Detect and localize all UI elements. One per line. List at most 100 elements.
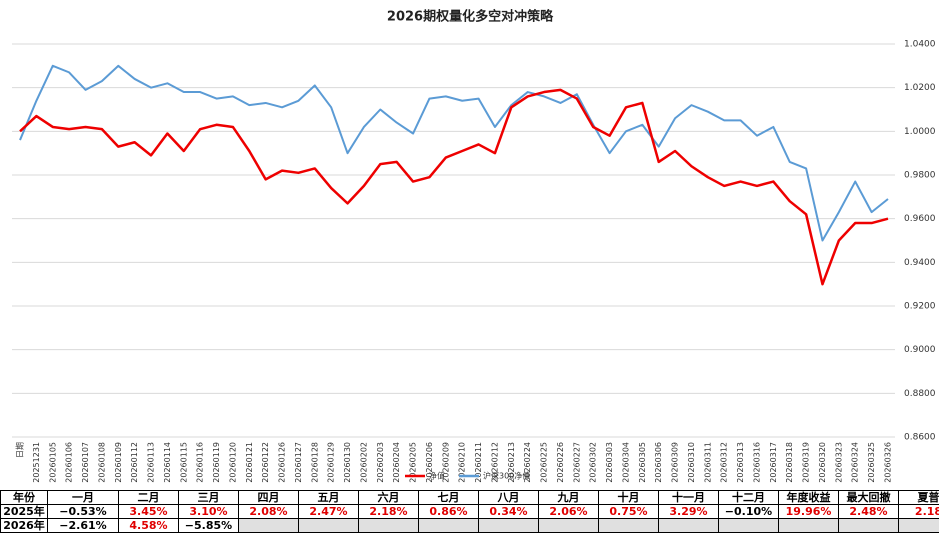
empty-cell <box>358 518 419 533</box>
table-cell: 2.08% <box>238 504 299 519</box>
header-cell: 三月 <box>178 490 239 505</box>
y-tick-label: 1.0200 <box>904 83 936 93</box>
table-cell: 4.58% <box>118 518 179 533</box>
x-tick-label: 20260303 <box>605 442 614 483</box>
empty-cell <box>718 518 779 533</box>
chart-title: 2026期权量化多空对冲策略 <box>387 9 554 25</box>
empty-cell <box>898 518 939 533</box>
x-tick-label: 20260213 <box>507 442 516 483</box>
x-tick-label: 20260105 <box>48 442 57 483</box>
table-cell: 0.34% <box>478 504 539 519</box>
header-cell: 年份 <box>0 490 48 505</box>
x-tick-label: 20260114 <box>163 442 172 483</box>
x-tick-label: 20260106 <box>65 442 74 483</box>
x-tick-label: 20260304 <box>621 442 630 483</box>
table-cell: 2025年 <box>0 504 48 519</box>
table-cell: 2.18% <box>358 504 419 519</box>
x-tick-label: 20260313 <box>736 442 745 483</box>
header-cell: 夏普 <box>898 490 939 505</box>
x-tick-label: 20260319 <box>802 442 811 483</box>
x-tick-label: 20251231 <box>32 442 41 483</box>
empty-cell <box>238 518 299 533</box>
empty-cell <box>838 518 899 533</box>
header-cell: 最大回撤 <box>838 490 899 505</box>
x-tick-label: 20260128 <box>310 442 319 483</box>
x-tick-label: 20260302 <box>589 442 598 483</box>
header-cell: 四月 <box>238 490 299 505</box>
x-tick-label: 20260108 <box>97 442 106 483</box>
x-tick-label: 20260116 <box>196 442 205 483</box>
x-tick-label: 20260129 <box>327 442 336 483</box>
x-tick-label: 20260210 <box>458 442 467 483</box>
line-series <box>19 88 889 286</box>
x-tick-label: 20260107 <box>81 442 90 483</box>
table-cell: −0.10% <box>718 504 779 519</box>
header-cell: 十二月 <box>718 490 779 505</box>
empty-cell <box>658 518 719 533</box>
x-tick-label: 20260120 <box>228 442 237 483</box>
header-cell: 八月 <box>478 490 539 505</box>
header-cell: 九月 <box>538 490 599 505</box>
legend-label: 净值 <box>429 471 445 481</box>
x-tick-label: 20260310 <box>687 442 696 483</box>
x-tick-label: 20260112 <box>130 442 139 483</box>
x-tick-label: 20260119 <box>212 442 221 483</box>
table-cell: 2026年 <box>0 518 48 533</box>
y-tick-label: 0.8800 <box>904 389 936 399</box>
x-tick-label: 20260205 <box>409 442 418 483</box>
x-tick-label: 20260203 <box>376 442 385 483</box>
x-tick-label: 20260324 <box>851 442 860 483</box>
header-cell: 年度收益 <box>778 490 839 505</box>
empty-cell <box>298 518 359 533</box>
x-tick-label: 20260202 <box>359 442 368 483</box>
table-cell: 3.45% <box>118 504 179 519</box>
table-cell: 19.96% <box>778 504 839 519</box>
x-tick-label: 20260316 <box>752 442 761 483</box>
x-tick-label: 20260115 <box>179 442 188 483</box>
x-tick-label: 20260130 <box>343 442 352 483</box>
header-cell: 十月 <box>598 490 659 505</box>
header-cell: 二月 <box>118 490 179 505</box>
returns-table: 年份 一月 二月 三月 四月 五月 六月 七月 八月 九月 十月 十一月 十二月 年度收益 最大回撤 夏普 20… <box>0 490 939 533</box>
empty-cell <box>778 518 839 533</box>
x-tick-label: 20260225 <box>540 442 549 483</box>
header-row: 年份 一月 二月 三月 四月 五月 六月 七月 八月 九月 十月 十一月 十二月 年度收益 最大回撤 夏普 <box>0 490 939 505</box>
x-tick-label: 日期 <box>16 442 25 458</box>
x-tick-label: 20260311 <box>703 442 712 483</box>
table-cell: 2.48% <box>838 504 899 519</box>
empty-cell <box>478 518 539 533</box>
x-tick-label: 20260325 <box>867 442 876 483</box>
table-cell: −2.61% <box>47 518 119 533</box>
header-cell: 五月 <box>298 490 359 505</box>
x-tick-label: 20260113 <box>147 442 156 483</box>
x-tick-label: 20260204 <box>392 442 401 483</box>
table-cell: 2.06% <box>538 504 599 519</box>
x-tick-label: 20260122 <box>261 442 270 483</box>
y-tick-label: 1.0000 <box>904 127 936 137</box>
table-cell: 2.47% <box>298 504 359 519</box>
y-tick-label: 0.8600 <box>904 433 936 443</box>
empty-cell <box>598 518 659 533</box>
table-cell: 0.86% <box>418 504 479 519</box>
x-tick-label: 20260206 <box>425 442 434 483</box>
x-tick-label: 20260323 <box>834 442 843 483</box>
legend-label: 沪深300净值 <box>483 471 530 481</box>
data-row: 2026年 −2.61% 4.58% −5.85% <box>0 518 939 533</box>
x-tick-label: 20260126 <box>278 442 287 483</box>
x-tick-label: 20260127 <box>294 442 303 483</box>
x-tick-label: 20260309 <box>671 442 680 483</box>
x-tick-label: 20260317 <box>769 442 778 483</box>
header-cell: 十一月 <box>658 490 719 505</box>
x-tick-label: 20260121 <box>245 442 254 483</box>
empty-cell <box>538 518 599 533</box>
x-tick-label: 20260306 <box>654 442 663 483</box>
header-cell: 六月 <box>358 490 419 505</box>
x-tick-label: 20260312 <box>720 442 729 483</box>
y-tick-label: 0.9600 <box>904 214 936 224</box>
x-tick-label: 20260226 <box>556 442 565 483</box>
table-cell: 3.29% <box>658 504 719 519</box>
x-tick-label: 20260211 <box>474 442 483 483</box>
table-cell: −5.85% <box>178 518 239 533</box>
y-tick-label: 0.9000 <box>904 345 936 355</box>
